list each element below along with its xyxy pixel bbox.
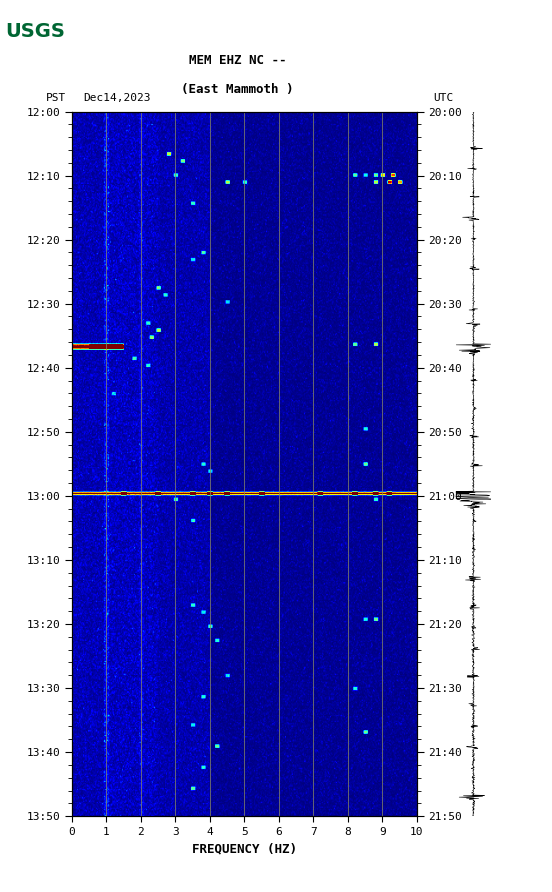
- Text: USGS: USGS: [6, 22, 65, 41]
- Text: MEM EHZ NC --: MEM EHZ NC --: [189, 54, 286, 67]
- Text: (East Mammoth ): (East Mammoth ): [181, 83, 294, 96]
- X-axis label: FREQUENCY (HZ): FREQUENCY (HZ): [192, 842, 297, 855]
- Text: UTC: UTC: [433, 93, 454, 103]
- Text: PST: PST: [46, 93, 66, 103]
- Text: Dec14,2023: Dec14,2023: [83, 93, 150, 103]
